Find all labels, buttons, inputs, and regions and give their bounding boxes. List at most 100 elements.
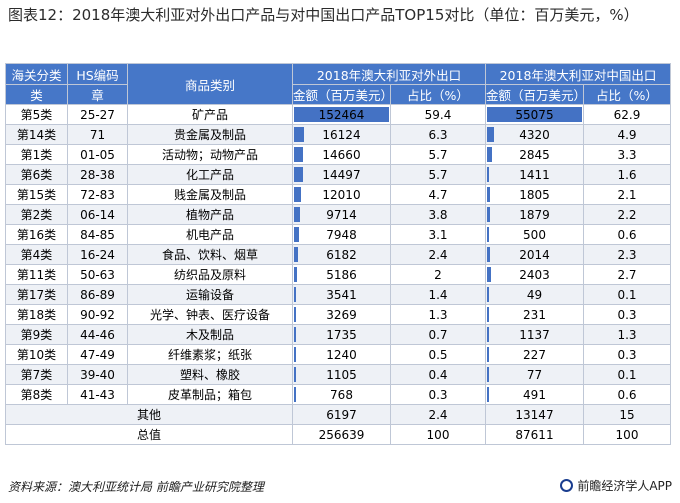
table-row: 第16类 84-85 机电产品 7948 3.1 500 0.6 — [5, 224, 671, 245]
china-amount-bar — [487, 347, 489, 362]
china-share-cell: 0.3 — [583, 304, 671, 325]
header-product: 商品类别 — [127, 63, 293, 105]
china-amount-value: 55075 — [515, 107, 554, 122]
china-amount-bar — [487, 107, 582, 122]
world-amount-value: 3541 — [326, 287, 357, 302]
china-amount-bar — [487, 267, 491, 282]
hs-code-cell: 90-92 — [67, 304, 128, 325]
category-cell: 第6类 — [5, 164, 68, 185]
product-cell: 皮革制品；箱包 — [127, 384, 293, 405]
world-share-cell: 5.7 — [390, 164, 486, 185]
hs-code-cell: 47-49 — [67, 344, 128, 365]
china-amount-cell: 4320 — [485, 124, 584, 145]
world-amount-bar — [294, 167, 303, 182]
product-cell: 机电产品 — [127, 224, 293, 245]
header-hs-line2: 章 — [67, 84, 128, 105]
total-row: 总值 256639 100 87611 100 — [5, 424, 671, 445]
brand-mark: 前瞻经济学人APP — [560, 477, 672, 494]
world-amount-cell: 152464 — [292, 104, 391, 125]
hs-code-cell: 16-24 — [67, 244, 128, 265]
china-amount-bar — [487, 327, 489, 342]
china-amount-bar — [487, 367, 489, 382]
world-amount-cell: 3541 — [292, 284, 391, 305]
world-amount-value: 5186 — [326, 267, 357, 282]
world-amount-bar — [294, 107, 389, 122]
world-share-cell: 2 — [390, 264, 486, 285]
total-label: 总值 — [5, 424, 293, 445]
total-china-share: 100 — [583, 424, 671, 445]
table-row: 第1类 01-05 活动物；动物产品 14660 5.7 2845 3.3 — [5, 144, 671, 165]
world-amount-value: 1105 — [326, 367, 357, 382]
table-row: 第4类 16-24 食品、饮料、烟草 6182 2.4 2014 2.3 — [5, 244, 671, 265]
world-amount-cell: 5186 — [292, 264, 391, 285]
hs-code-cell: 44-46 — [67, 324, 128, 345]
table-row: 第15类 72-83 贱金属及制品 12010 4.7 1805 2.1 — [5, 184, 671, 205]
hs-code-cell: 25-27 — [67, 104, 128, 125]
table-row: 第17类 86-89 运输设备 3541 1.4 49 0.1 — [5, 284, 671, 305]
china-amount-value: 49 — [526, 287, 543, 302]
header-world-group: 2018年澳大利亚对外出口 — [292, 63, 486, 85]
hs-code-cell: 01-05 — [67, 144, 128, 165]
china-amount-value: 491 — [523, 387, 546, 402]
china-amount-cell: 1411 — [485, 164, 584, 185]
china-amount-cell: 491 — [485, 384, 584, 405]
table-row: 第14类 71 贵金属及制品 16124 6.3 4320 4.9 — [5, 124, 671, 145]
china-amount-value: 2014 — [519, 247, 550, 262]
header-world-amount: 金额（百万美元） — [292, 84, 391, 105]
category-cell: 第18类 — [5, 304, 68, 325]
world-amount-bar — [294, 267, 297, 282]
china-amount-value: 2403 — [519, 267, 550, 282]
header-china-amount: 金额（百万美元） — [485, 84, 584, 105]
china-amount-cell: 231 — [485, 304, 584, 325]
world-share-cell: 2.4 — [390, 244, 486, 265]
world-amount-cell: 14497 — [292, 164, 391, 185]
world-amount-bar — [294, 287, 296, 302]
china-amount-cell: 49 — [485, 284, 584, 305]
world-amount-bar — [294, 327, 296, 342]
china-share-cell: 1.6 — [583, 164, 671, 185]
hs-code-cell: 28-38 — [67, 164, 128, 185]
world-amount-bar — [294, 307, 296, 322]
world-amount-value: 1735 — [326, 327, 357, 342]
china-amount-bar — [487, 127, 494, 142]
product-cell: 塑料、橡胶 — [127, 364, 293, 385]
world-amount-cell: 1105 — [292, 364, 391, 385]
china-amount-value: 4320 — [519, 127, 550, 142]
category-cell: 第2类 — [5, 204, 68, 225]
world-amount-cell: 3269 — [292, 304, 391, 325]
product-cell: 木及制品 — [127, 324, 293, 345]
header-china-group: 2018年澳大利亚对中国出口 — [485, 63, 671, 85]
category-cell: 第17类 — [5, 284, 68, 305]
china-amount-value: 2845 — [519, 147, 550, 162]
category-cell: 第5类 — [5, 104, 68, 125]
china-amount-cell: 2845 — [485, 144, 584, 165]
category-cell: 第1类 — [5, 144, 68, 165]
china-share-cell: 1.3 — [583, 324, 671, 345]
total-world-share: 100 — [390, 424, 486, 445]
product-cell: 贱金属及制品 — [127, 184, 293, 205]
table-row: 第5类 25-27 矿产品 152464 59.4 55075 62.9 — [5, 104, 671, 125]
hs-code-cell: 06-14 — [67, 204, 128, 225]
china-share-cell: 4.9 — [583, 124, 671, 145]
china-share-cell: 0.6 — [583, 384, 671, 405]
other-label: 其他 — [5, 404, 293, 425]
china-amount-bar — [487, 167, 489, 182]
other-china-amount: 13147 — [485, 404, 584, 425]
world-amount-value: 152464 — [318, 107, 365, 122]
category-cell: 第9类 — [5, 324, 68, 345]
world-share-cell: 3.1 — [390, 224, 486, 245]
world-amount-cell: 1735 — [292, 324, 391, 345]
header-world-share: 占比（%） — [390, 84, 486, 105]
world-share-cell: 0.7 — [390, 324, 486, 345]
china-share-cell: 2.7 — [583, 264, 671, 285]
world-share-cell: 3.8 — [390, 204, 486, 225]
product-cell: 植物产品 — [127, 204, 293, 225]
china-share-cell: 0.6 — [583, 224, 671, 245]
table-row: 第9类 44-46 木及制品 1735 0.7 1137 1.3 — [5, 324, 671, 345]
china-share-cell: 0.1 — [583, 284, 671, 305]
world-amount-value: 1240 — [326, 347, 357, 362]
world-amount-cell: 14660 — [292, 144, 391, 165]
world-amount-value: 16124 — [322, 127, 361, 142]
world-share-cell: 6.3 — [390, 124, 486, 145]
other-china-share: 15 — [583, 404, 671, 425]
